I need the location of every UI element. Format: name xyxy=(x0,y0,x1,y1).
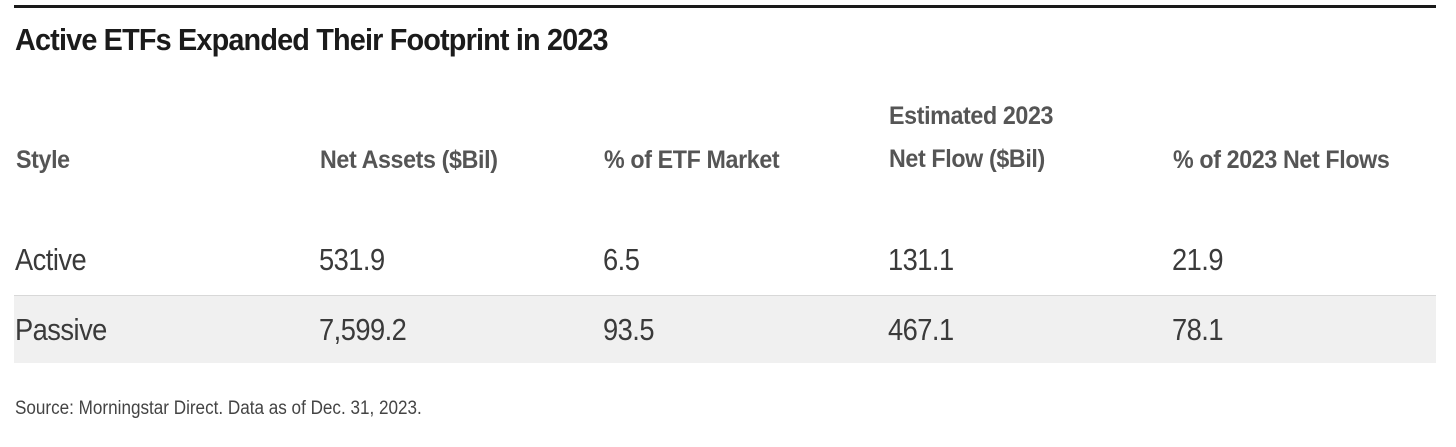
cell-style: Passive xyxy=(14,295,318,363)
header-pct-etf-market: % of ETF Market xyxy=(604,146,780,174)
header-style: Style xyxy=(16,146,70,174)
cell-pct-net-flows: 78.1 xyxy=(1171,295,1436,363)
header-pct-net-flows: % of 2023 Net Flows xyxy=(1173,146,1390,174)
table-title: Active ETFs Expanded Their Footprint in … xyxy=(15,22,609,57)
cell-style: Active xyxy=(15,242,87,277)
etf-table: Style Net Assets ($Bil) % of ETF Market … xyxy=(14,95,1436,363)
cell-net-flow: 131.1 xyxy=(888,242,954,277)
cell-net-flow: 467.1 xyxy=(887,295,1171,363)
table-row-passive: Passive 7,599.2 93.5 467.1 78.1 xyxy=(14,295,1436,363)
header-estimated-net-flow: Estimated 2023 Net Flow ($Bil) xyxy=(889,102,1054,173)
table-row-active: Active 531.9 6.5 131.1 21.9 xyxy=(14,225,1436,296)
top-rule xyxy=(14,5,1436,8)
cell-pct-net-flows: 21.9 xyxy=(1172,242,1224,277)
source-note: Source: Morningstar Direct. Data as of D… xyxy=(15,398,422,419)
header-net-assets: Net Assets ($Bil) xyxy=(320,146,498,174)
cell-net-assets: 7,599.2 xyxy=(318,295,602,363)
cell-net-assets: 531.9 xyxy=(319,242,385,277)
cell-pct-etf-market: 93.5 xyxy=(602,295,887,363)
cell-pct-etf-market: 6.5 xyxy=(603,242,640,277)
header-row: Style Net Assets ($Bil) % of ETF Market … xyxy=(14,95,1436,225)
